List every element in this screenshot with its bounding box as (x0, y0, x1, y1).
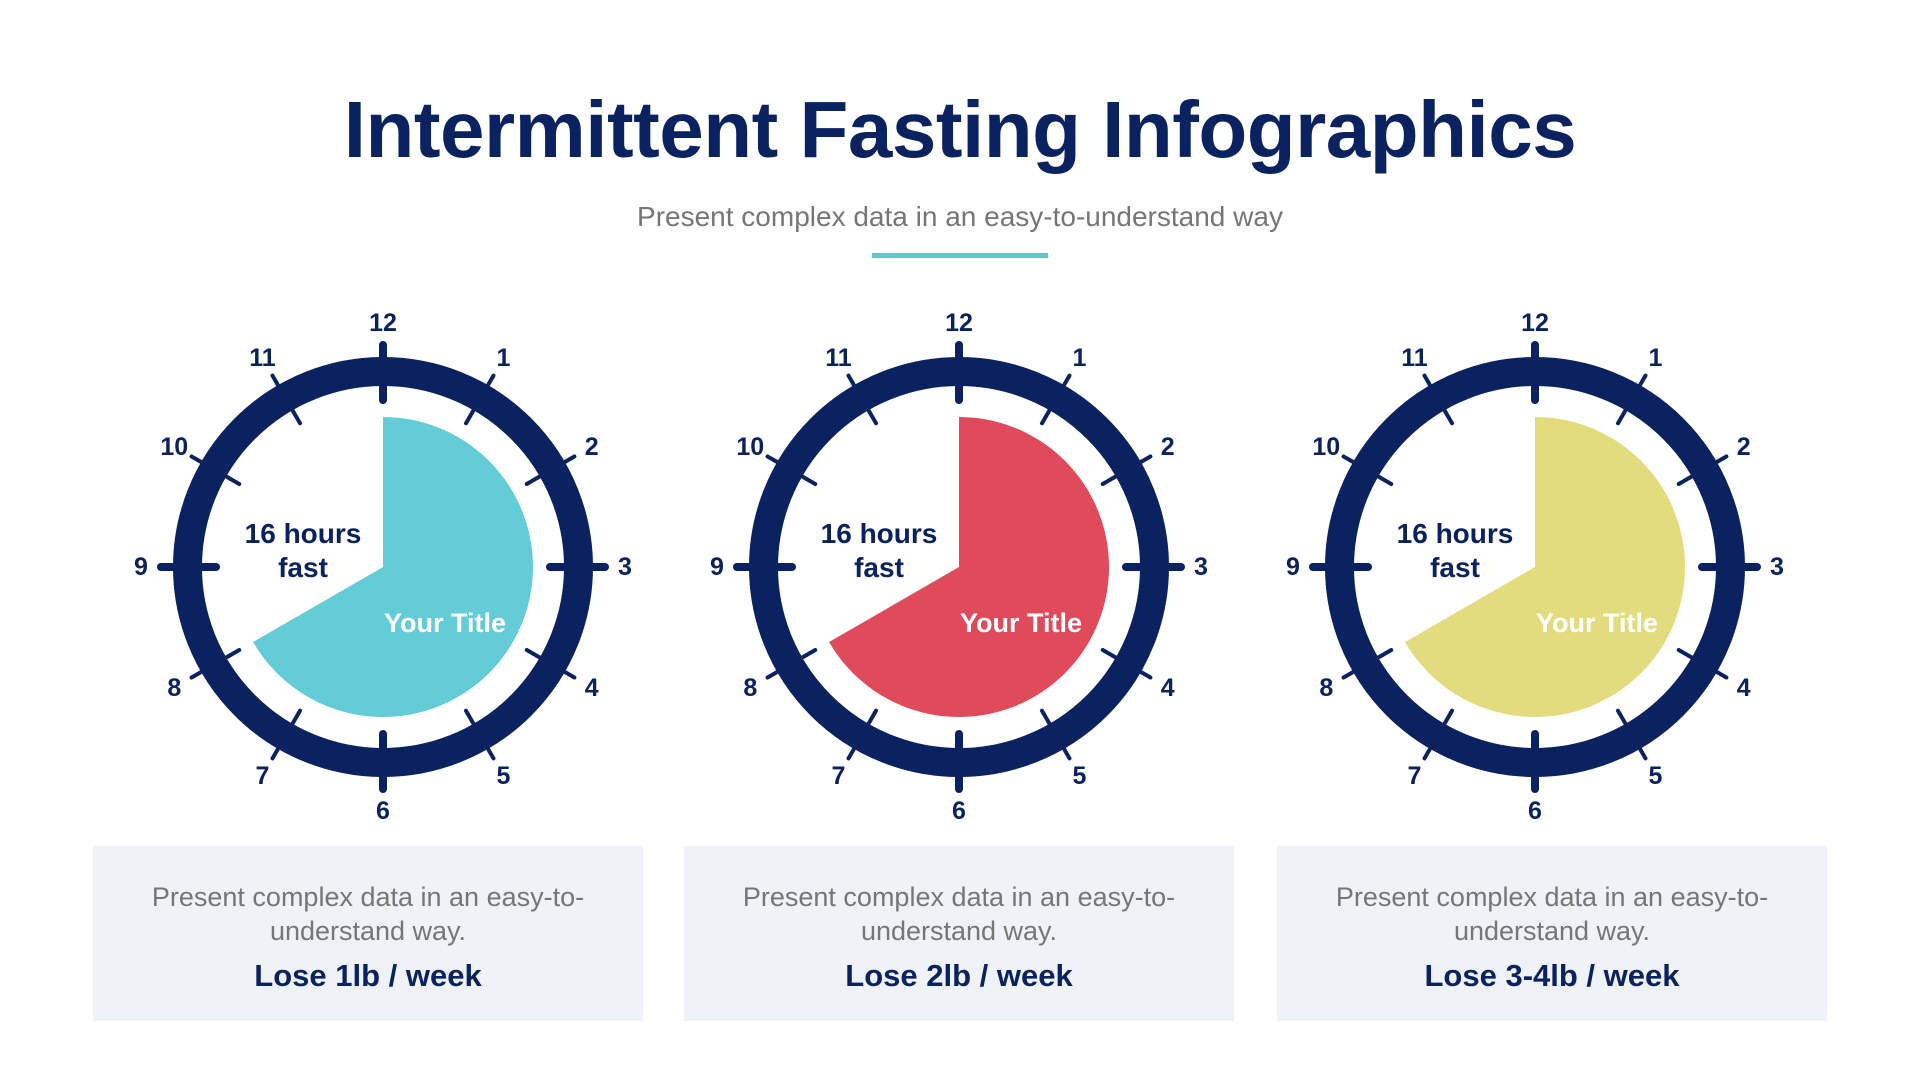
clock-number-9: 9 (710, 553, 724, 581)
clock-number-4: 4 (1160, 673, 1175, 702)
clock-number-2: 2 (1736, 432, 1751, 461)
clock-number-7: 7 (831, 761, 846, 790)
clock-number-7: 7 (1407, 761, 1422, 790)
clock-number-9: 9 (134, 553, 148, 581)
clock-2: 16 hours fast Your Title 12 1 2 3 4 5 6 7 8 9 10 11 (689, 297, 1229, 837)
clock-number-2: 2 (1160, 432, 1175, 461)
clock-1: 16 hours fast Your Title 12 1 2 3 4 5 6 7 8 9 10 11 (113, 297, 653, 837)
card-description: Present complex data in an easy-to-under… (1335, 882, 1769, 946)
card-result: Lose 3-4lb / week (1424, 958, 1680, 993)
slice-title: Your Title (959, 608, 1082, 638)
page-subtitle: Present complex data in an easy-to-under… (637, 201, 1283, 232)
clock-number-9: 9 (1286, 553, 1300, 581)
card-description: Present complex data in an easy-to-under… (742, 882, 1176, 946)
clock-number-5: 5 (1072, 761, 1087, 790)
clock-number-10: 10 (736, 432, 765, 461)
clock-number-3: 3 (1770, 553, 1784, 581)
info-card-2: Present complex data in an easy-to-under… (684, 846, 1234, 1021)
clock-3: 16 hours fast Your Title 12 1 2 3 4 5 6 7 8 9 10 11 (1265, 297, 1805, 837)
card-result: Lose 2lb / week (845, 958, 1073, 993)
clock-number-7: 7 (255, 761, 270, 790)
clock-number-3: 3 (618, 553, 632, 581)
card-result: Lose 1lb / week (254, 958, 482, 993)
clock-number-10: 10 (1312, 432, 1341, 461)
slice-title: Your Title (383, 608, 506, 638)
clock-number-4: 4 (584, 673, 599, 702)
clock-number-8: 8 (1319, 673, 1334, 702)
clock-face-icon (157, 341, 609, 793)
slice-title: Your Title (1535, 608, 1658, 638)
clock-number-3: 3 (1194, 553, 1208, 581)
clock-number-1: 1 (1072, 344, 1087, 373)
clock-number-11: 11 (825, 344, 852, 373)
page-title: Intermittent Fasting Infographics (343, 85, 1577, 174)
fast-duration-label: 16 hours fast (244, 518, 362, 583)
clock-number-6: 6 (1528, 797, 1542, 825)
info-card-3: Present complex data in an easy-to-under… (1277, 846, 1827, 1021)
fast-duration-label: 16 hours fast (820, 518, 938, 583)
fast-duration-label: 16 hours fast (1396, 518, 1514, 583)
clock-number-1: 1 (496, 344, 511, 373)
clock-number-11: 11 (1401, 344, 1428, 373)
clock-number-6: 6 (952, 797, 966, 825)
fasting-pie-slice (253, 417, 533, 717)
accent-divider (872, 253, 1048, 258)
clock-number-11: 11 (249, 344, 276, 373)
clock-number-2: 2 (584, 432, 599, 461)
clock-number-5: 5 (1648, 761, 1663, 790)
clock-number-8: 8 (743, 673, 758, 702)
fasting-pie-slice (1405, 417, 1685, 717)
clock-number-10: 10 (160, 432, 189, 461)
clock-face-icon (733, 341, 1185, 793)
clock-number-5: 5 (496, 761, 511, 790)
clock-number-8: 8 (167, 673, 182, 702)
card-description: Present complex data in an easy-to-under… (151, 882, 585, 946)
info-card-1: Present complex data in an easy-to-under… (93, 846, 643, 1021)
clock-number-12: 12 (369, 309, 397, 337)
clock-number-6: 6 (376, 797, 390, 825)
fasting-pie-slice (829, 417, 1109, 717)
clock-number-1: 1 (1648, 344, 1663, 373)
clock-number-12: 12 (1521, 309, 1549, 337)
clock-number-12: 12 (945, 309, 973, 337)
clock-face-icon (1309, 341, 1761, 793)
clock-number-4: 4 (1736, 673, 1751, 702)
